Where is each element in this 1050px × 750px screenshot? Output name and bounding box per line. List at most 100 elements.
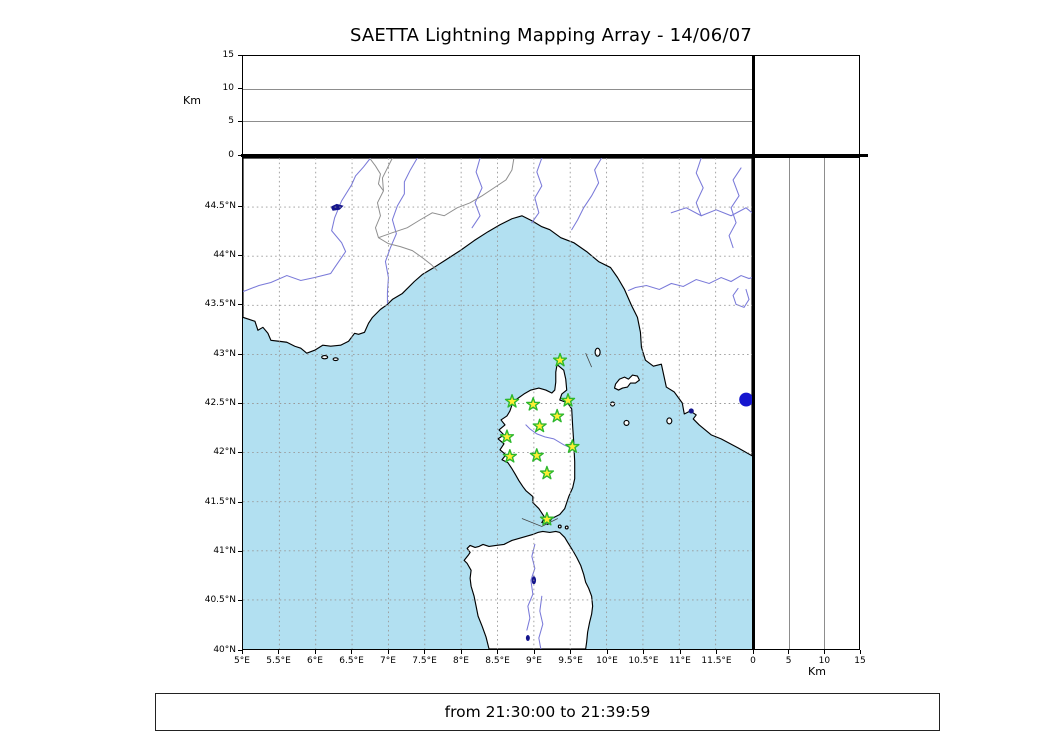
corsica-coast xyxy=(497,364,576,526)
mainland-coast xyxy=(243,158,752,457)
giglio-island xyxy=(666,417,673,425)
elba-island xyxy=(613,374,641,391)
pianosa-island xyxy=(609,401,616,407)
misc-map-lines xyxy=(521,353,592,527)
lon-tick-label: 5.5°E xyxy=(266,656,291,666)
sardinia-coast xyxy=(463,530,594,649)
lon-tick-label: 8°E xyxy=(453,656,469,666)
lat-tick-label: 40.5°N xyxy=(204,595,236,606)
alt-tick-label-bottom: 0 xyxy=(750,656,756,666)
lightning-source-marker xyxy=(739,392,752,407)
tick-mark xyxy=(238,54,242,56)
lon-tick-label: 11.5°E xyxy=(701,656,732,666)
alt-tick-label: 0 xyxy=(228,149,234,160)
km-axis-label-bottom: Km xyxy=(808,665,826,678)
lat-tick-label: 41.5°N xyxy=(204,496,236,507)
lon-tick-label: 9.5°E xyxy=(558,656,583,666)
tick-mark xyxy=(716,650,717,654)
map-panel xyxy=(242,157,753,650)
lon-tick-label: 9°E xyxy=(526,656,542,666)
tick-mark xyxy=(238,649,242,651)
alt-gridline-5km-v xyxy=(788,158,790,649)
lakes xyxy=(330,203,694,642)
lma-station-marker xyxy=(560,393,576,407)
alt-gridline-10km-v xyxy=(824,158,826,649)
lma-station-marker xyxy=(532,418,547,433)
lma-station-marker xyxy=(499,429,515,444)
lma-station-marker xyxy=(529,448,544,462)
tick-mark xyxy=(238,501,242,503)
lat-tick-label: 43.5°N xyxy=(204,299,236,310)
time-window-box: from 21:30:00 to 21:39:59 xyxy=(155,693,940,731)
lon-tick-label: 10°E xyxy=(596,656,618,666)
alt-tick-label-bottom: 15 xyxy=(854,656,866,666)
lat-tick-label: 43°N xyxy=(213,348,236,359)
lat-tick-label: 41°N xyxy=(213,545,236,556)
maddalena-islet-1 xyxy=(557,524,562,529)
alt-tick-label-bottom: 10 xyxy=(818,656,831,666)
tick-mark xyxy=(351,650,352,654)
tick-mark xyxy=(238,205,242,207)
lon-tick-label: 6°E xyxy=(307,656,323,666)
tick-mark xyxy=(238,121,242,123)
alt-gridline-5km xyxy=(243,121,752,123)
tick-mark xyxy=(241,650,243,654)
montecristo-island xyxy=(623,419,630,426)
map-gridlines xyxy=(243,158,752,649)
maddalena-islet-2 xyxy=(564,525,569,530)
tick-mark xyxy=(238,255,242,257)
coastlines xyxy=(243,158,752,649)
tick-mark xyxy=(679,650,681,654)
tick-mark xyxy=(643,650,644,654)
altitude-longitude-panel xyxy=(242,55,753,155)
lon-tick-label: 11°E xyxy=(669,656,691,666)
alt-tick-label: 5 xyxy=(228,116,234,127)
alt-tick-label: 15 xyxy=(222,49,234,60)
lon-tick-label: 5°E xyxy=(234,656,250,666)
tick-mark xyxy=(859,650,861,654)
lake-sardinia-south xyxy=(525,635,530,642)
lma-station-marker xyxy=(502,449,518,463)
page-title: SAETTA Lightning Mapping Array - 14/06/0… xyxy=(349,25,753,46)
lon-tick-label: 7.5°E xyxy=(412,656,437,666)
hyeres-island-2 xyxy=(332,357,339,362)
tick-mark xyxy=(238,87,242,89)
lma-station-marker xyxy=(539,511,555,526)
capraia-island xyxy=(594,347,601,357)
tick-mark xyxy=(424,650,425,654)
tick-mark xyxy=(606,650,608,654)
tick-mark xyxy=(238,304,242,306)
lma-station-marker xyxy=(552,352,568,367)
lat-tick-label: 42.5°N xyxy=(204,398,236,408)
tick-mark xyxy=(238,403,242,404)
lat-tick-label: 44°N xyxy=(213,250,236,261)
lake-serre-poncon xyxy=(330,203,344,211)
lon-tick-label: 6.5°E xyxy=(339,656,364,666)
corner-panel xyxy=(753,55,860,155)
lat-tick-label: 40°N xyxy=(213,644,236,655)
lon-tick-label: 10.5°E xyxy=(628,656,659,666)
data-markers xyxy=(499,352,752,526)
lagoon-orbetello xyxy=(688,408,694,414)
tick-mark xyxy=(278,650,279,654)
alt-gridline-10km xyxy=(243,88,752,90)
lma-station-marker xyxy=(549,408,565,423)
map-canvas xyxy=(243,158,752,649)
latitude-altitude-panel xyxy=(753,157,860,650)
tick-mark xyxy=(314,650,316,654)
hyeres-island-1 xyxy=(321,355,329,360)
lon-tick-label: 8.5°E xyxy=(485,656,510,666)
tick-mark xyxy=(238,550,242,552)
tick-mark xyxy=(788,650,790,654)
admin-borders xyxy=(369,158,515,271)
tick-mark xyxy=(387,650,389,654)
tick-mark xyxy=(823,650,825,654)
lat-tick-label: 44.5°N xyxy=(204,200,236,211)
tick-mark xyxy=(533,650,535,654)
tick-mark xyxy=(238,452,242,454)
tick-mark xyxy=(238,353,242,355)
alt-tick-label: 10 xyxy=(222,82,234,93)
rivers xyxy=(243,158,752,649)
alt-tick-label-bottom: 5 xyxy=(785,656,792,666)
